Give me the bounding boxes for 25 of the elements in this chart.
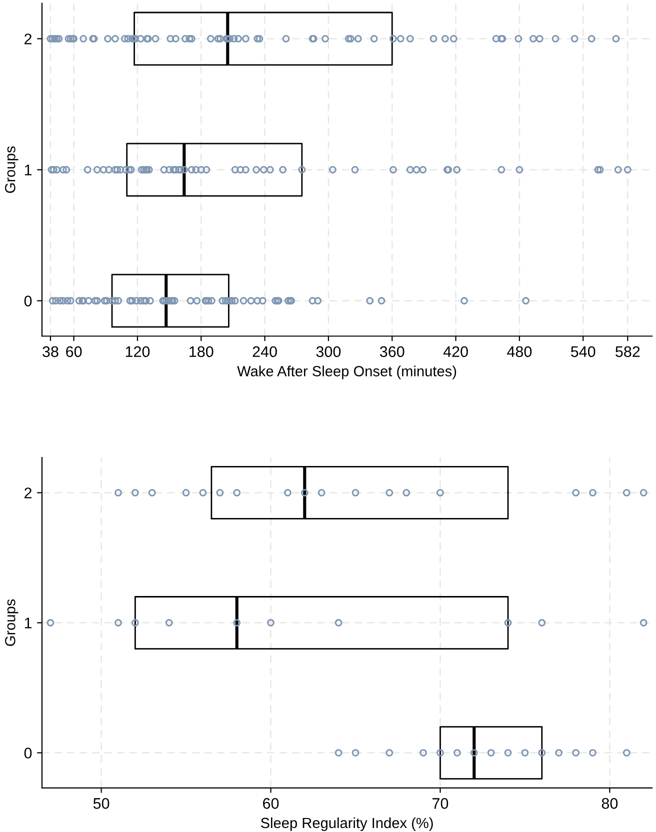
y-tick-label: 1 [24, 164, 32, 176]
x-axis-title: Sleep Regularity Index (%) [260, 817, 433, 832]
x-tick-label: 480 [507, 346, 532, 358]
y-axis-title: Groups [5, 146, 18, 193]
y-tick-label: 0 [24, 296, 32, 306]
x-tick-label: 360 [380, 346, 404, 358]
x-tick-label: 420 [443, 346, 468, 358]
y-tick-label: 2 [24, 488, 32, 498]
x-tick-label: 180 [190, 346, 214, 358]
x-tick-label: 582 [616, 346, 640, 358]
x-tick-label: 60 [263, 798, 279, 809]
x-tick-label: 540 [570, 346, 596, 358]
y-axis-title: Groups [5, 599, 18, 646]
x-tick-label: 120 [126, 346, 150, 358]
y-tick-label: 1 [24, 618, 32, 628]
x-tick-label: 300 [316, 346, 341, 358]
x-tick-label: 50 [93, 798, 110, 809]
y-tick-label: 0 [24, 748, 32, 758]
x-tick-label: 38 [42, 346, 58, 358]
x-axis-title: Wake After Sleep Onset (minutes) [237, 366, 456, 380]
x-tick-label: 60 [66, 346, 82, 358]
x-tick-label: 70 [432, 798, 448, 809]
x-tick-label: 240 [252, 346, 277, 358]
y-tick-label: 2 [24, 34, 32, 44]
x-tick-label: 80 [602, 798, 618, 809]
